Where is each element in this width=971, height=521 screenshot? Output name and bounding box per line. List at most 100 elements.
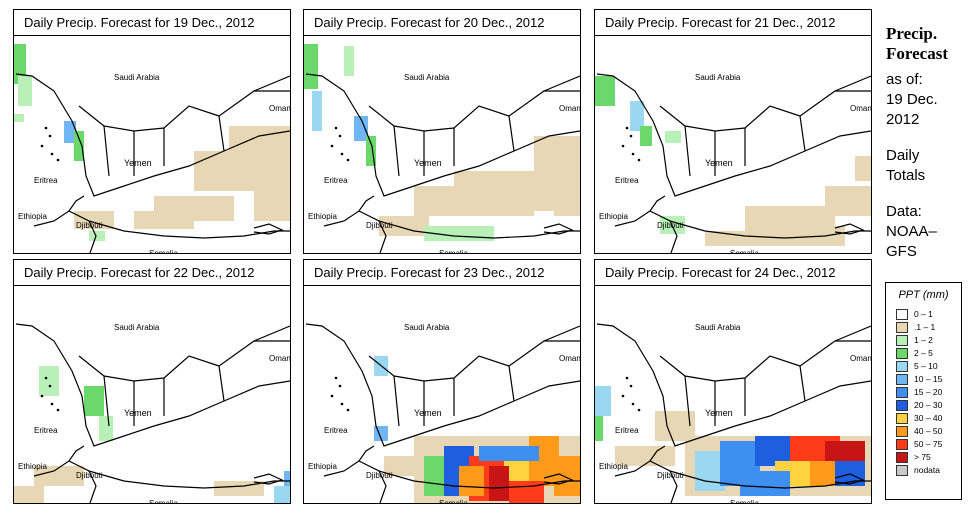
border-line: [684, 125, 746, 177]
country-label: Saudi Arabia: [404, 73, 450, 82]
border-line: [358, 210, 387, 253]
precip-cell: [459, 466, 484, 496]
data-line: GFS: [886, 243, 917, 260]
border-line: [834, 473, 865, 485]
legend-title: PPT (mm): [898, 289, 949, 301]
border-line: [78, 355, 220, 382]
country-label: Oman: [559, 104, 580, 113]
country-label: Ethiopia: [308, 212, 337, 221]
border-line: [508, 90, 580, 152]
border-line: [834, 223, 865, 235]
panel-title: Daily Precip. Forecast for 20 Dec., 2012: [304, 10, 580, 36]
precip-map: Saudi Arabia Oman Yemen Eritrea Ethiopia Djib…: [305, 323, 580, 503]
country-label: Djibouti: [76, 221, 103, 230]
precip-cell: [615, 446, 675, 466]
precip-cell: [825, 186, 871, 216]
country-label: Oman: [559, 354, 580, 363]
legend-row: 50 – 75: [896, 439, 958, 450]
precip-cell: [534, 136, 580, 176]
asof-line: 19 Dec.: [886, 91, 938, 108]
legend-swatch: [896, 322, 908, 333]
border-line: [88, 470, 290, 489]
precip-cell: [705, 231, 765, 246]
island-marker: [338, 384, 342, 388]
country-label: Djibouti: [76, 471, 103, 480]
asof-line: as of:: [886, 71, 923, 88]
legend-label: nodata: [914, 465, 940, 475]
legend-label: 0 – 1: [914, 309, 933, 319]
country-label: Saudi Arabia: [695, 323, 741, 332]
country-label: Ethiopia: [599, 462, 628, 471]
country-label: Yemen: [414, 158, 442, 168]
island-marker: [50, 402, 54, 406]
legend-swatch: [896, 361, 908, 372]
map-panel-dec-23: Daily Precip. Forecast for 23 Dec., 2012…: [303, 259, 581, 504]
legend-row: 30 – 40: [896, 413, 958, 424]
precip-cell: [74, 131, 84, 161]
country-label: Ethiopia: [18, 212, 47, 221]
precip-cell: [304, 44, 318, 89]
island-marker: [631, 152, 635, 156]
precip-cell: [154, 196, 234, 221]
border-line: [68, 210, 97, 253]
border-line: [253, 473, 284, 485]
legend-swatch: [896, 309, 908, 320]
country-label: Eritrea: [615, 176, 639, 185]
border-line: [103, 125, 165, 177]
border-line: [669, 220, 871, 239]
legend-swatch: [896, 387, 908, 398]
legend-label: 20 – 30: [914, 400, 943, 410]
border-line: [378, 220, 580, 239]
country-label: Somalia: [149, 249, 178, 253]
border-line: [543, 473, 574, 485]
country-label: Saudi Arabia: [695, 73, 741, 82]
precip-cell: [64, 121, 76, 143]
country-label: Djibouti: [657, 471, 684, 480]
legend-label: 15 – 20: [914, 387, 943, 397]
map-panel-dec-24: Daily Precip. Forecast for 24 Dec., 2012…: [594, 259, 872, 504]
country-label: Saudi Arabia: [114, 73, 160, 82]
island-marker: [334, 376, 338, 380]
border-line: [378, 470, 580, 489]
map-panel-dec-22: Daily Precip. Forecast for 22 Dec., 2012…: [13, 259, 291, 504]
country-label: Eritrea: [34, 426, 58, 435]
precip-cell: [34, 466, 84, 486]
country-label: Ethiopia: [599, 212, 628, 221]
legend-row: > 75: [896, 452, 958, 463]
country-label: Oman: [850, 354, 871, 363]
legend-swatch: [896, 335, 908, 346]
border-line: [253, 325, 290, 342]
panel-title: Daily Precip. Forecast for 24 Dec., 2012: [595, 260, 871, 286]
country-label: Somalia: [439, 499, 468, 503]
legend-row: 20 – 30: [896, 400, 958, 411]
map-panel-dec-20: Daily Precip. Forecast for 20 Dec., 2012…: [303, 9, 581, 254]
border-line: [393, 375, 455, 427]
country-label: Somalia: [730, 249, 759, 253]
country-label: Ethiopia: [308, 462, 337, 471]
legend-swatch: [896, 400, 908, 411]
legend-label: 50 – 75: [914, 439, 943, 449]
precip-cell: [344, 46, 354, 76]
country-label: Saudi Arabia: [404, 323, 450, 332]
precip-cell: [489, 466, 509, 501]
border-line: [659, 105, 801, 132]
daily-line: Daily: [886, 147, 920, 164]
border-line: [669, 470, 871, 489]
precip-cell: [354, 116, 368, 141]
island-marker: [629, 384, 633, 388]
data-line: Data:: [886, 203, 922, 220]
country-label: Yemen: [705, 158, 733, 168]
border-line: [834, 75, 871, 92]
country-label: Yemen: [705, 408, 733, 418]
asof-line: 2012: [886, 111, 920, 128]
legend-swatch: [896, 439, 908, 450]
island-marker: [56, 408, 60, 412]
panel-title: Daily Precip. Forecast for 21 Dec., 2012: [595, 10, 871, 36]
precip-cell: [825, 441, 865, 461]
border-line: [393, 125, 455, 177]
precip-cell: [89, 231, 105, 241]
country-label: Oman: [269, 104, 290, 113]
precip-cell: [595, 416, 603, 441]
border-line: [358, 460, 387, 503]
